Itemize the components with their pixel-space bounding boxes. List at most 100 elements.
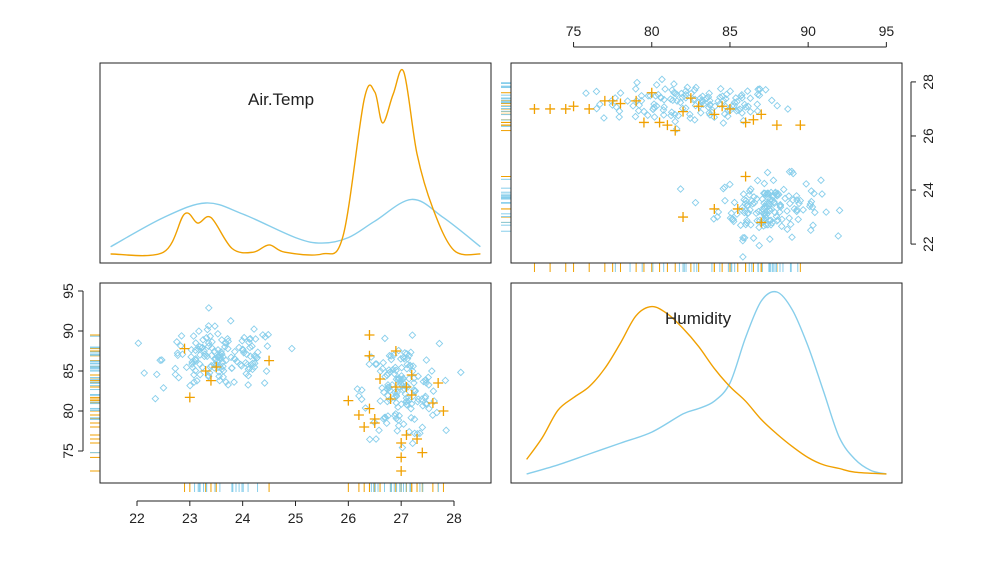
point-group-a (808, 203, 817, 211)
point-group-b (740, 117, 751, 128)
point-group-b (654, 117, 665, 128)
point-group-a (761, 189, 769, 198)
point-group-a (739, 233, 747, 242)
point-group-a (773, 217, 781, 225)
point-group-a (765, 202, 773, 210)
point-group-a (761, 85, 770, 94)
point-group-b (205, 375, 216, 386)
point-group-b (560, 103, 571, 114)
point-group-a (403, 383, 412, 391)
point-group-a (796, 196, 805, 205)
point-group-a (756, 216, 764, 225)
point-group-a (667, 111, 675, 120)
point-group-a (393, 388, 401, 397)
point-group-a (182, 363, 191, 372)
point-group-b (364, 330, 375, 340)
point-group-a (394, 403, 402, 411)
point-group-a (722, 95, 730, 103)
point-group-a (378, 384, 386, 392)
point-group-a (730, 98, 739, 107)
point-group-a (677, 89, 686, 98)
point-group-a (204, 322, 213, 330)
point-group-a (353, 385, 362, 393)
point-group-a (749, 234, 758, 242)
point-group-a (391, 410, 400, 418)
point-group-a (818, 190, 826, 198)
point-group-a (408, 439, 417, 448)
point-group-a (244, 371, 253, 380)
panel-title: Humidity (665, 309, 732, 328)
point-group-a (683, 83, 692, 92)
x-tick-label: 27 (393, 510, 409, 526)
point-group-a (753, 107, 762, 115)
point-group-a (379, 358, 388, 367)
point-group-a (422, 356, 431, 364)
point-group-a (822, 208, 831, 216)
point-group-b (264, 355, 275, 366)
point-group-a (728, 214, 737, 223)
point-group-a (785, 167, 794, 176)
point-group-a (716, 84, 725, 93)
point-group-a (705, 108, 713, 117)
point-group-a (637, 91, 646, 100)
point-group-a (196, 370, 204, 379)
point-group-a (406, 348, 415, 357)
point-group-a (410, 429, 419, 438)
x-tick-label: 95 (879, 23, 895, 39)
point-group-a (794, 215, 803, 224)
point-group-a (361, 404, 370, 412)
point-group-a (189, 332, 198, 340)
point-group-a (793, 205, 801, 214)
point-group-a (230, 378, 238, 386)
point-group-a (741, 220, 750, 229)
point-group-a (789, 196, 797, 204)
point-group-b (406, 370, 417, 380)
point-group-a (372, 435, 380, 443)
point-group-b (670, 125, 681, 136)
point-group-b (401, 382, 412, 392)
scatter-panel-humidity-vs-temp: 22 23 24 25 26 27 28 75 80 85 90 95 (60, 282, 492, 526)
point-group-a (172, 338, 181, 346)
point-group-b (390, 382, 401, 392)
point-group-a (733, 210, 741, 218)
panel-frame (510, 282, 903, 484)
point-group-b (685, 93, 696, 104)
point-group-a (243, 360, 252, 369)
point-group-a (204, 339, 213, 347)
point-group-a (381, 372, 390, 381)
point-group-a (732, 106, 741, 115)
point-group-a (631, 112, 640, 121)
point-group-b (359, 422, 370, 432)
point-group-a (615, 113, 624, 121)
point-group-a (608, 101, 617, 109)
point-group-b (529, 103, 540, 114)
point-group-a (264, 330, 273, 339)
point-group-a (399, 374, 407, 383)
point-group-b (353, 410, 364, 420)
point-group-a (251, 335, 260, 343)
point-group-a (776, 201, 785, 210)
point-group-a (214, 329, 222, 338)
point-group-a (723, 112, 732, 121)
point-group-a (400, 355, 409, 363)
point-group-a (357, 395, 366, 404)
point-group-a (235, 343, 243, 352)
point-group-a (633, 78, 641, 87)
point-group-a (767, 96, 776, 105)
point-group-a (748, 199, 757, 208)
point-group-a (191, 346, 200, 355)
point-group-b (709, 109, 720, 120)
point-group-a (238, 345, 247, 354)
point-group-a (699, 100, 708, 109)
point-group-a (744, 102, 752, 111)
density-line-group_a (526, 290, 887, 475)
point-group-a (762, 199, 771, 208)
point-group-a (776, 200, 785, 209)
point-group-a (726, 180, 734, 189)
point-group-a (386, 368, 394, 376)
point-group-a (391, 388, 399, 397)
point-group-a (456, 368, 465, 377)
point-group-a (644, 91, 653, 100)
point-group-b (678, 212, 689, 223)
